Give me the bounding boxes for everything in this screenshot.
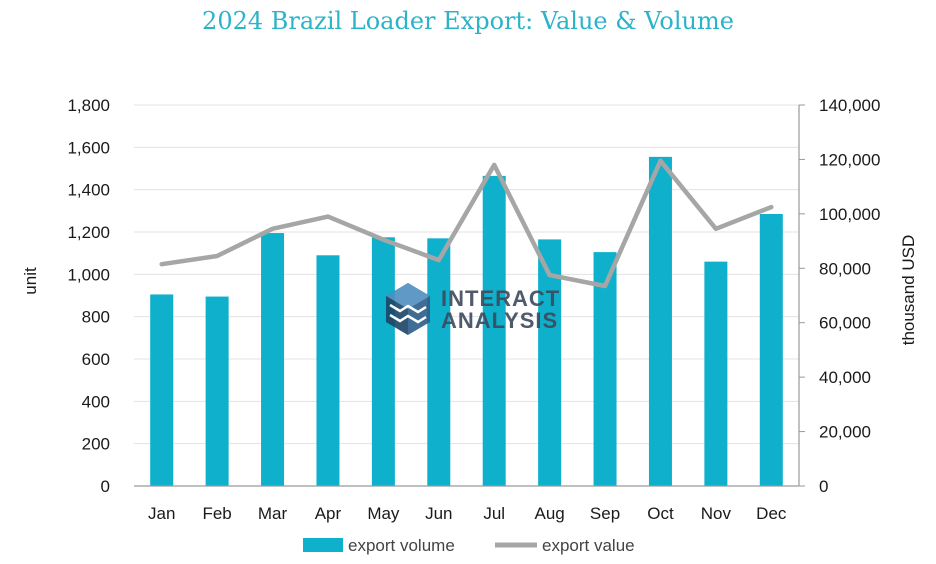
legend: export volume export value bbox=[303, 536, 635, 555]
legend-swatch-export-volume bbox=[303, 538, 343, 552]
bar-feb bbox=[205, 296, 229, 486]
right-axis-ticks: 0 20,000 40,000 60,000 80,000 100,000 120,000 1… bbox=[799, 96, 880, 496]
x-axis-ticks: Jan Feb Mar Apr May Jun Jul Aug Sep Oct Nov Dec bbox=[148, 504, 787, 523]
x-tick-label: Nov bbox=[701, 504, 732, 523]
x-tick-label: Aug bbox=[535, 504, 565, 523]
left-tick-label: 200 bbox=[82, 435, 110, 454]
left-tick-label: 1,200 bbox=[67, 223, 110, 242]
line-export-value bbox=[159, 158, 774, 289]
right-tick-label: 60,000 bbox=[819, 314, 871, 333]
x-tick-label: Feb bbox=[202, 504, 231, 523]
x-tick-label: May bbox=[367, 504, 400, 523]
bar-oct bbox=[648, 156, 672, 486]
x-tick-label: Dec bbox=[756, 504, 787, 523]
line-series-export-value bbox=[159, 158, 774, 289]
x-tick-label: Jul bbox=[483, 504, 505, 523]
bar-series-export-volume bbox=[150, 156, 783, 487]
bar-sep bbox=[593, 252, 617, 486]
bar-jan bbox=[150, 294, 174, 486]
x-tick-label: Oct bbox=[647, 504, 674, 523]
right-tick-label: 40,000 bbox=[819, 368, 871, 387]
legend-label-export-volume: export volume bbox=[348, 536, 455, 555]
bar-dec bbox=[759, 214, 783, 486]
left-tick-label: 1,800 bbox=[67, 96, 110, 115]
right-tick-label: 100,000 bbox=[819, 205, 880, 224]
x-tick-label: Jun bbox=[425, 504, 452, 523]
legend-label-export-value: export value bbox=[542, 536, 635, 555]
x-tick-label: Apr bbox=[315, 504, 342, 523]
left-tick-label: 1,600 bbox=[67, 138, 110, 157]
gridlines bbox=[134, 104, 799, 445]
right-axis-label: thousand USD bbox=[899, 235, 918, 346]
chart-title: 2024 Brazil Loader Export: Value & Volum… bbox=[202, 7, 734, 35]
bar-aug bbox=[538, 239, 562, 486]
bar-may bbox=[371, 237, 395, 486]
watermark-line2: ANALYSIS bbox=[441, 308, 558, 333]
x-tick-label: Mar bbox=[258, 504, 288, 523]
bar-jul bbox=[482, 175, 506, 487]
left-axis-ticks: 0 200 400 600 800 1,000 1,200 1,400 1,600 1,800 bbox=[67, 96, 110, 496]
bar-jun bbox=[427, 238, 451, 486]
x-tick-label: Sep bbox=[590, 504, 620, 523]
left-tick-label: 1,400 bbox=[67, 181, 110, 200]
right-tick-label: 0 bbox=[819, 477, 828, 496]
bar-apr bbox=[316, 255, 340, 486]
right-tick-label: 140,000 bbox=[819, 96, 880, 115]
hexagon-cube-icon bbox=[386, 283, 430, 335]
left-tick-label: 800 bbox=[82, 308, 110, 327]
left-axis-label: unit bbox=[21, 267, 40, 295]
right-tick-label: 80,000 bbox=[819, 259, 871, 278]
left-tick-label: 0 bbox=[101, 477, 110, 496]
watermark: INTERACT ANALYSIS bbox=[386, 283, 560, 335]
right-tick-label: 20,000 bbox=[819, 423, 871, 442]
bar-nov bbox=[704, 261, 728, 486]
left-tick-label: 1,000 bbox=[67, 265, 110, 284]
x-tick-label: Jan bbox=[148, 504, 175, 523]
left-tick-label: 400 bbox=[82, 392, 110, 411]
watermark-line1: INTERACT bbox=[441, 286, 560, 311]
left-tick-label: 600 bbox=[82, 350, 110, 369]
right-tick-label: 120,000 bbox=[819, 150, 880, 169]
bar-mar bbox=[261, 233, 285, 486]
